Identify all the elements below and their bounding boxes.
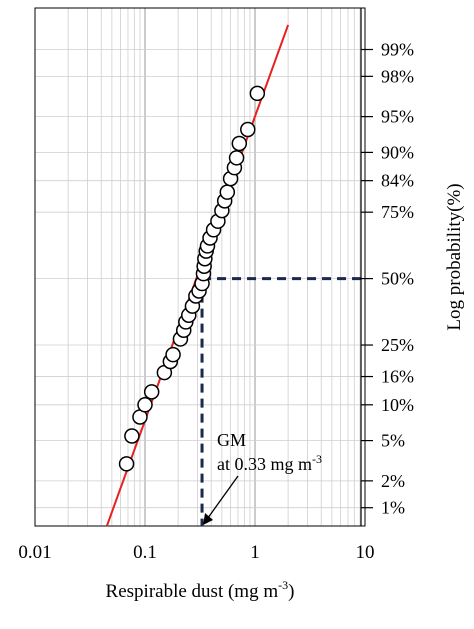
- annotation-gm-value-text: at 0.33 mg m: [217, 454, 312, 474]
- plot-frame: [34, 7, 366, 527]
- y-tick-label: 1%: [381, 498, 405, 518]
- data-points: [118, 85, 266, 472]
- y-tick-label: 2%: [381, 471, 405, 491]
- y-tick-label: 50%: [381, 269, 414, 289]
- x-axis-title-text: Respirable dust (mg m: [106, 581, 279, 602]
- annotation-gm-value: at 0.33 mg m-3: [217, 452, 322, 474]
- data-point: [240, 121, 256, 138]
- y-tick-label: 90%: [381, 142, 414, 162]
- x-axis-title-end: ): [288, 581, 294, 602]
- right-probability-axis: 99% 98% 95% 90% 84% 75% 50% 25% 16% 10% 5% 2% 1%: [360, 8, 414, 526]
- data-point: [118, 456, 135, 472]
- data-point: [137, 397, 153, 413]
- annotation-arrow-head: [203, 513, 214, 525]
- y-tick-label: 99%: [381, 40, 414, 60]
- reference-lines: [200, 277, 365, 526]
- y-tick-label: 95%: [381, 107, 414, 127]
- x-axis-title: Respirable dust (mg m-3): [106, 578, 295, 602]
- x-tick-labels: 0.01 0.1 1 10: [18, 542, 374, 563]
- data-point: [231, 135, 248, 152]
- annotation-gm-unit-sup: -3: [312, 452, 322, 466]
- x-axis-title-sup: -3: [278, 578, 288, 592]
- data-point: [124, 428, 140, 444]
- annotation-arrow-shaft: [204, 475, 239, 523]
- data-point: [219, 184, 236, 200]
- y-tick-label: 16%: [381, 367, 414, 387]
- annotation-gm: GM: [217, 430, 246, 450]
- y-tick-label: 84%: [381, 171, 414, 191]
- y-tick-label: 75%: [381, 202, 414, 222]
- gm-annotation: GM at 0.33 mg m-3: [203, 430, 322, 525]
- y-tick-label: 98%: [381, 66, 414, 86]
- y-tick-label: 25%: [381, 335, 414, 355]
- data-point: [143, 384, 160, 400]
- data-point: [249, 85, 266, 102]
- x-tick-label: 0.01: [18, 542, 51, 563]
- y-axis-title: Log probability(%): [444, 183, 465, 330]
- y-tick-label: 5%: [381, 431, 405, 451]
- data-point: [165, 346, 181, 363]
- x-tick-label: 10: [356, 542, 375, 563]
- data-point: [228, 150, 245, 166]
- x-tick-label: 1: [250, 542, 260, 563]
- x-tick-label: 0.1: [133, 542, 157, 563]
- y-tick-label: 10%: [381, 395, 414, 415]
